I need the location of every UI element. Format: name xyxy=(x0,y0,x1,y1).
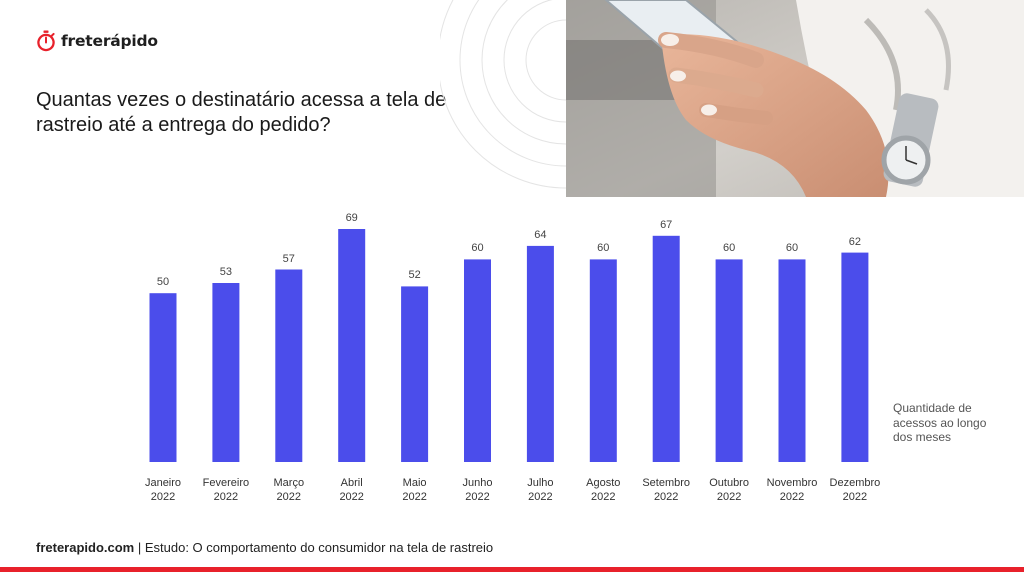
bar xyxy=(464,259,491,462)
footer-study: Estudo: O comportamento do consumidor na… xyxy=(144,540,494,555)
page-title: Quantas vezes o destinatário acessa a te… xyxy=(36,89,447,136)
x-tick-label: Julho 2022 xyxy=(495,476,585,504)
data-label: 62 xyxy=(848,235,862,248)
footer: freterapido.com | Estudo: O comportament… xyxy=(36,540,493,555)
x-tick-year: 2022 xyxy=(528,491,553,503)
x-tick-year: 2022 xyxy=(591,491,616,503)
data-label: 69 xyxy=(345,212,358,224)
x-tick-year: 2022 xyxy=(716,491,742,503)
data-label: 60 xyxy=(597,242,610,255)
hands-holding-phone-photo xyxy=(566,0,1024,197)
x-tick-label: Fevereiro 2022 xyxy=(181,476,271,504)
footer-separator: | xyxy=(134,540,145,555)
x-tick-month: Setembro xyxy=(642,477,691,489)
stopwatch-icon xyxy=(37,30,55,52)
chart-series-note: Quantidade de acessos ao longo dos meses xyxy=(893,401,987,444)
x-tick-month: Agosto xyxy=(586,477,621,489)
data-label: 64 xyxy=(534,228,547,241)
x-tick-label: Dezembro 2022 xyxy=(810,476,900,504)
x-tick-label: Janeiro 2022 xyxy=(118,476,208,504)
bar xyxy=(778,259,806,462)
x-tick-month: Novembro xyxy=(766,477,818,489)
data-label: 60 xyxy=(785,242,799,255)
x-tick-label: Abril 2022 xyxy=(307,476,397,504)
data-label: 57 xyxy=(282,252,295,265)
x-tick-year: 2022 xyxy=(779,491,805,503)
bar xyxy=(526,245,554,462)
x-tick-year: 2022 xyxy=(465,491,490,503)
data-label: 53 xyxy=(219,266,233,279)
x-tick-year: 2022 xyxy=(213,491,239,503)
brand-logo: freterápido xyxy=(36,30,158,52)
x-tick-month: Abril xyxy=(340,477,363,489)
bar xyxy=(401,286,429,462)
x-tick-month: Junho xyxy=(462,477,493,489)
bar xyxy=(715,259,743,462)
data-label: 50 xyxy=(156,276,170,289)
x-tick-label: Outubro 2022 xyxy=(684,476,774,504)
x-tick-month: Janeiro xyxy=(144,477,182,489)
x-tick-month: Outubro xyxy=(709,477,749,489)
data-label: 60 xyxy=(471,242,484,255)
bar xyxy=(212,283,240,462)
x-tick-year: 2022 xyxy=(150,491,176,503)
bar xyxy=(652,235,680,462)
bar xyxy=(589,259,617,462)
data-label: 60 xyxy=(722,242,736,255)
bar xyxy=(338,229,366,462)
x-tick-month: Maio xyxy=(402,477,427,489)
x-tick-label: Março 2022 xyxy=(244,476,334,504)
x-tick-month: Julho xyxy=(527,477,554,489)
x-tick-year: 2022 xyxy=(276,491,302,503)
x-tick-year: 2022 xyxy=(402,491,427,503)
x-tick-month: Fevereiro xyxy=(202,477,250,489)
x-tick-label: Novembro 2022 xyxy=(747,476,837,504)
bar xyxy=(275,269,303,462)
x-tick-year: 2022 xyxy=(842,491,868,503)
x-tick-month: Março xyxy=(273,477,305,489)
bar xyxy=(841,252,869,462)
footer-brand: freterapido.com xyxy=(36,540,135,555)
x-tick-label: Setembro 2022 xyxy=(621,476,711,504)
bottom-accent-bar xyxy=(0,567,1024,572)
x-tick-month: Dezembro xyxy=(829,477,881,489)
x-tick-year: 2022 xyxy=(653,491,679,503)
x-tick-label: Junho 2022 xyxy=(433,476,523,504)
x-tick-label: Maio 2022 xyxy=(370,476,460,504)
x-tick-year: 2022 xyxy=(339,491,364,503)
data-label: 67 xyxy=(660,218,673,231)
x-tick-label: Agosto 2022 xyxy=(558,476,648,504)
data-label: 52 xyxy=(408,269,421,282)
logo-text: freterápido xyxy=(61,32,158,50)
bar xyxy=(149,293,177,462)
